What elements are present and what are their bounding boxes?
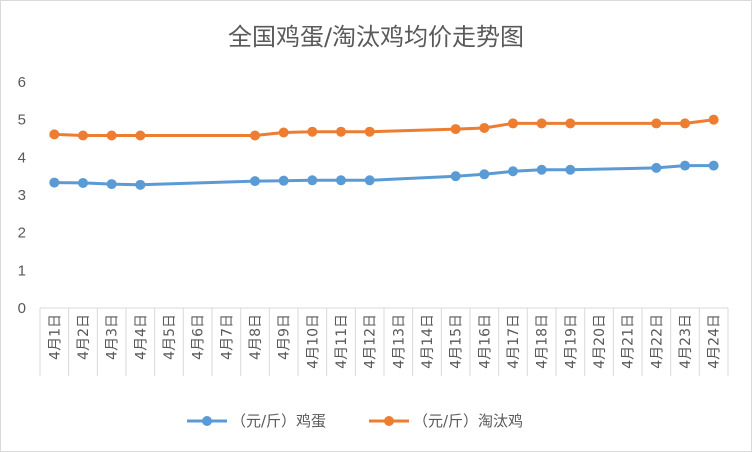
data-point-0 — [278, 175, 289, 186]
data-point-0 — [536, 164, 547, 175]
data-point-0 — [508, 166, 518, 177]
y-tick-label: 1 — [18, 262, 26, 279]
data-point-1 — [78, 130, 88, 141]
series-layer — [49, 114, 719, 190]
x-tick-label: 4月22日 — [649, 314, 665, 369]
x-tick-label: 4月12日 — [363, 314, 379, 369]
x-tick-label: 4月6日 — [191, 314, 207, 360]
x-tick-label: 4月5日 — [162, 314, 178, 360]
x-tick-label: 4月16日 — [477, 314, 493, 369]
x-tick-label: 4月4日 — [133, 314, 149, 360]
data-point-0 — [680, 160, 690, 171]
data-point-0 — [106, 179, 117, 190]
legend-item-egg: （元/斤）鸡蛋 — [187, 412, 326, 430]
series-line-0 — [54, 164, 714, 187]
x-tick-label: 4月14日 — [420, 314, 436, 369]
legend-marker-culled-hen — [384, 416, 394, 426]
x-tick-label: 4月18日 — [535, 314, 551, 369]
data-point-1 — [364, 126, 375, 137]
x-tick-label: 4月7日 — [219, 314, 235, 360]
y-tick-label: 4 — [18, 149, 26, 166]
data-point-0 — [250, 176, 260, 187]
x-tick-label: 4月2日 — [76, 314, 92, 360]
data-point-1 — [106, 130, 117, 141]
x-tick-label: 4月20日 — [592, 314, 608, 369]
x-tick-label: 4月21日 — [621, 314, 637, 369]
data-point-0 — [479, 169, 490, 180]
legend: （元/斤）鸡蛋 （元/斤）淘汰鸡 — [187, 412, 523, 430]
x-tick-label: 4月3日 — [105, 314, 121, 360]
data-point-0 — [565, 164, 576, 175]
legend-label-egg: （元/斤）鸡蛋 — [231, 412, 326, 430]
x-tick-label: 4月11日 — [334, 314, 350, 369]
data-point-0 — [49, 177, 60, 188]
data-point-0 — [135, 179, 146, 190]
data-point-1 — [307, 126, 318, 137]
x-tick-label: 4月8日 — [248, 314, 264, 360]
data-point-0 — [78, 177, 88, 188]
data-point-0 — [336, 175, 346, 186]
x-tick-label: 4月19日 — [563, 314, 579, 369]
x-tick-label: 4月13日 — [391, 314, 407, 369]
data-point-0 — [307, 175, 318, 186]
y-tick-label: 5 — [18, 112, 26, 129]
y-tick-label: 2 — [18, 225, 26, 242]
y-tick-label: 0 — [18, 300, 26, 317]
data-point-1 — [536, 118, 547, 129]
data-point-1 — [565, 118, 576, 129]
data-point-0 — [708, 160, 719, 171]
data-point-1 — [278, 127, 289, 138]
data-point-1 — [135, 130, 146, 141]
x-tick-label: 4月23日 — [678, 314, 694, 369]
data-point-1 — [250, 130, 260, 141]
legend-item-culled-hen: （元/斤）淘汰鸡 — [369, 412, 523, 430]
data-point-0 — [651, 162, 662, 173]
x-tick-label: 4月10日 — [305, 314, 321, 369]
series-line-1 — [54, 118, 714, 137]
legend-label-culled-hen: （元/斤）淘汰鸡 — [413, 412, 523, 430]
x-tick-label: 4月17日 — [506, 314, 522, 369]
x-tick-label: 4月15日 — [449, 314, 465, 369]
legend-marker-egg — [202, 416, 212, 426]
data-point-1 — [680, 118, 690, 129]
data-point-1 — [49, 129, 60, 140]
data-point-1 — [450, 124, 461, 135]
axes: 0 1 2 3 4 5 6 4月1日 4月2日 4月3日 4月4日 4月5日 4月6日 4月7日 4月8日 4… — [18, 74, 729, 376]
data-point-1 — [479, 122, 490, 133]
x-tick-label: 4月1日 — [47, 314, 63, 360]
x-tick-label: 4月9日 — [277, 314, 293, 360]
x-tick-label: 4月24日 — [707, 314, 723, 369]
y-tick-label: 3 — [18, 187, 26, 204]
data-point-1 — [708, 114, 719, 125]
data-point-0 — [450, 171, 461, 182]
data-point-1 — [651, 118, 662, 129]
data-point-1 — [336, 126, 346, 137]
y-tick-label: 6 — [18, 74, 26, 91]
data-point-0 — [364, 175, 375, 186]
chart-title: 全国鸡蛋/淘汰鸡均价走势图 — [228, 23, 524, 51]
data-point-1 — [508, 118, 518, 129]
